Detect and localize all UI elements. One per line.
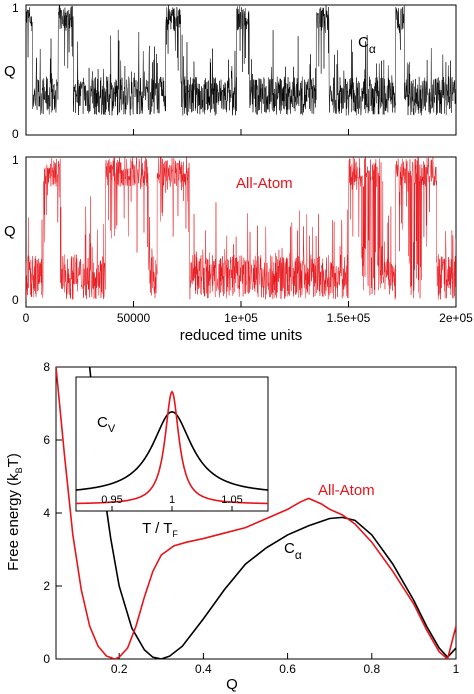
panel-top-trace <box>25 5 456 116</box>
y-tick-label: 8 <box>43 360 50 374</box>
panel-top-ytick-0: 0 <box>12 127 19 141</box>
x-tick-label: 0 <box>23 311 30 325</box>
x-tick-label: 0.4 <box>195 662 212 676</box>
panel-middle-xticks: 0 50000 1e+05 1.5e+05 2e+05 <box>23 129 473 325</box>
inset-curve-0 <box>75 411 269 491</box>
panel-bottom-xlabel: Q <box>226 676 238 693</box>
y-tick-label: 4 <box>43 506 50 520</box>
inset-frame <box>75 376 269 512</box>
inset-ticks: 0.95 1 1.05 <box>101 494 243 511</box>
inset-x-tick-label: 1.05 <box>221 494 242 506</box>
inset-ylabel-subscript: V <box>108 423 116 435</box>
panel-bottom-label-allatom: All-Atom <box>318 482 375 499</box>
inset-curves <box>75 390 269 505</box>
panel-top-ylabel: Q <box>4 63 16 80</box>
panel-middle-xlabel: reduced time units <box>180 327 303 344</box>
x-tick-label: 0.8 <box>363 662 380 676</box>
inset: 0.95 1 1.05 CV T / TF <box>75 376 269 539</box>
panel-bottom-ylabel-suffix: T) <box>5 453 22 467</box>
inset-x-tick-label: 1 <box>169 494 175 506</box>
trace-line <box>25 5 456 116</box>
x-tick-label: 1e+05 <box>224 311 258 325</box>
inset-xlabel-subscript: F <box>172 529 178 539</box>
panel-bottom: 0.2 0.4 0.6 0.8 1 0 2 4 6 8 Free energy (kBT) Q A… <box>5 360 460 693</box>
panel-bottom-ylabel-subscript: B <box>14 467 24 473</box>
panel-middle-ylabel: Q <box>4 223 16 240</box>
panel-bottom-ylabel: Free energy (kBT) <box>5 453 24 571</box>
x-tick-label: 0.6 <box>279 662 296 676</box>
panel-top-series-name: C <box>358 34 369 51</box>
panel-bottom-label-calpha: Cα <box>284 540 302 562</box>
x-tick-label: 1 <box>453 662 460 676</box>
x-tick-label: 1.5e+05 <box>327 311 371 325</box>
x-tick-label: 50000 <box>117 311 151 325</box>
inset-ylabel-main: C <box>97 414 108 431</box>
inset-ylabel: CV <box>97 414 116 435</box>
panel-top-series-subscript: α <box>369 42 376 56</box>
trace-line <box>25 157 456 300</box>
y-tick-label: 0 <box>43 652 50 666</box>
curve-1 <box>56 367 456 659</box>
panel-middle-ytick-1: 1 <box>12 153 19 167</box>
x-tick-label: 0.2 <box>111 662 128 676</box>
panel-bottom-ylabel-main: Free energy (k <box>5 473 22 571</box>
panel-middle-ytick-0: 0 <box>12 293 19 307</box>
panel-top-series-label: Cα <box>358 34 376 56</box>
inset-xlabel-main: T / T <box>142 520 172 537</box>
y-tick-label: 6 <box>43 433 50 447</box>
panel-bottom-label-calpha-subscript: α <box>295 548 302 562</box>
panel-middle-series-label: All-Atom <box>236 175 293 192</box>
panel-top: Q 1 0 Cα <box>4 1 457 141</box>
inset-curve-1 <box>75 390 269 505</box>
inset-xlabel: T / TF <box>142 520 178 539</box>
y-tick-label: 2 <box>43 579 50 593</box>
panel-middle: Q 1 0 All-Atom 0 50000 1e+05 1.5e+05 2e+05 r… <box>4 129 473 344</box>
panel-top-ytick-1: 1 <box>12 1 19 15</box>
panel-middle-trace <box>25 157 456 300</box>
panel-bottom-label-calpha-name: C <box>284 540 295 557</box>
x-tick-label: 2e+05 <box>439 311 473 325</box>
panel-bottom-curves <box>56 367 456 659</box>
inset-x-tick-label: 0.95 <box>101 494 122 506</box>
